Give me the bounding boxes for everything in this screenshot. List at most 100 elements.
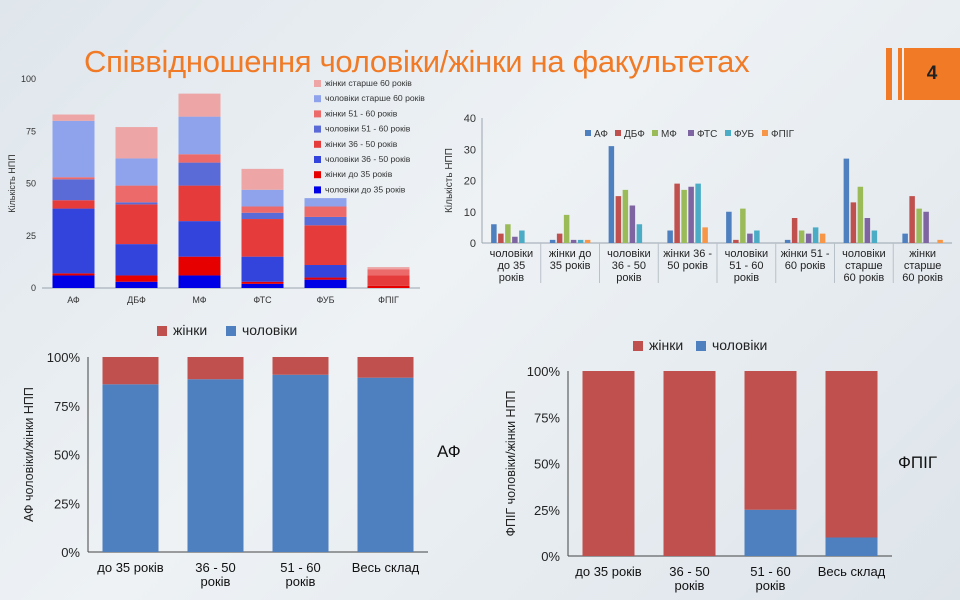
y-tick-label: 100% bbox=[527, 364, 561, 379]
bar-segment bbox=[178, 275, 221, 288]
bar bbox=[556, 233, 563, 243]
legend-label: чоловіки до 35 років bbox=[325, 184, 406, 194]
bar-segment bbox=[52, 114, 95, 121]
x-tick-label: до 35 років bbox=[575, 564, 642, 579]
bar-segment bbox=[178, 221, 221, 257]
legend-swatch bbox=[314, 140, 321, 148]
legend-swatch bbox=[157, 326, 167, 336]
legend-swatch bbox=[314, 95, 321, 103]
x-tick-label: 51 - 60 років bbox=[750, 564, 790, 593]
bar bbox=[850, 202, 857, 243]
legend-swatch bbox=[762, 130, 768, 136]
legend-label: чоловіки 36 - 50 років bbox=[325, 154, 411, 164]
bar-segment bbox=[825, 537, 878, 556]
bar bbox=[805, 233, 812, 243]
bar-segment bbox=[178, 185, 221, 222]
bar-segment bbox=[241, 189, 284, 207]
bar bbox=[784, 239, 791, 243]
legend-label: чоловіки старше 60 років bbox=[325, 93, 425, 103]
bar-segment bbox=[52, 177, 95, 180]
legend-swatch bbox=[696, 341, 706, 351]
bar-segment bbox=[115, 244, 158, 276]
bar bbox=[864, 218, 871, 243]
legend-swatch bbox=[633, 341, 643, 351]
accent-bar bbox=[886, 48, 892, 100]
bar bbox=[733, 239, 739, 243]
bar-segment bbox=[178, 162, 221, 186]
legend-label: чоловіки bbox=[712, 337, 767, 353]
x-tick-label: 36 - 50 років bbox=[195, 560, 235, 589]
bar-segment bbox=[115, 275, 158, 282]
legend-swatch bbox=[615, 130, 621, 136]
bar-segment bbox=[52, 120, 95, 178]
y-tick-label: 0 bbox=[470, 238, 476, 250]
y-tick-label: 50 bbox=[26, 179, 36, 189]
bar-segment bbox=[357, 357, 414, 378]
bar-segment bbox=[663, 371, 716, 556]
y-tick-label: 75% bbox=[54, 399, 80, 414]
y-tick-label: 75% bbox=[534, 410, 560, 425]
legend-label: ФУБ bbox=[734, 129, 755, 140]
legend-swatch bbox=[314, 186, 321, 194]
bar bbox=[622, 189, 629, 243]
bar-segment bbox=[582, 371, 635, 556]
bar-segment bbox=[367, 269, 410, 276]
x-tick-label: МФ bbox=[192, 295, 206, 305]
bar-segment bbox=[367, 285, 410, 288]
bar-segment bbox=[187, 379, 244, 552]
slide-title: Співвідношення чоловіки/жінки на факульт… bbox=[84, 44, 750, 79]
bar bbox=[549, 239, 556, 243]
legend-label: жінки bbox=[649, 337, 683, 353]
legend-label: жінки старше 60 років bbox=[325, 78, 412, 88]
y-tick-label: 25% bbox=[534, 503, 560, 518]
bar bbox=[819, 233, 826, 243]
bar bbox=[916, 208, 922, 243]
x-tick-label: Весь склад bbox=[818, 564, 886, 579]
bar-segment bbox=[241, 256, 284, 282]
bar bbox=[747, 233, 753, 243]
bar-segment bbox=[178, 93, 221, 117]
bar-segment bbox=[241, 206, 284, 213]
bar bbox=[629, 205, 636, 243]
bar bbox=[512, 236, 518, 243]
bar-segment bbox=[52, 208, 95, 274]
accent-bar bbox=[898, 48, 902, 100]
bar-segment bbox=[115, 204, 158, 245]
y-axis-label: Кількість НПП bbox=[444, 148, 455, 213]
bar-segment bbox=[304, 277, 347, 280]
bar-segment bbox=[304, 206, 347, 217]
bar-segment bbox=[52, 275, 95, 288]
y-tick-label: 0 bbox=[31, 283, 36, 293]
y-tick-label: 50% bbox=[534, 457, 560, 472]
bar bbox=[923, 211, 929, 243]
x-tick-label: чоловіки 51 - 60 років bbox=[725, 248, 769, 284]
x-tick-label: жінки 51 -60 років bbox=[781, 248, 830, 272]
bar bbox=[519, 230, 525, 243]
legend-label: АФ bbox=[594, 129, 608, 140]
x-tick-label: жінки 36 -50 років bbox=[663, 248, 712, 272]
legend-swatch bbox=[652, 130, 658, 136]
bar bbox=[726, 211, 732, 243]
bar-segment bbox=[178, 116, 221, 155]
legend-label: ФТС bbox=[697, 129, 717, 140]
bar bbox=[570, 239, 577, 243]
x-tick-label: ФПІГ bbox=[378, 295, 399, 305]
chart-side-label: АФ bbox=[437, 442, 461, 461]
bar bbox=[681, 189, 687, 243]
y-tick-label: 20 bbox=[464, 176, 476, 188]
bar-segment bbox=[241, 283, 284, 288]
bar bbox=[636, 224, 643, 243]
legend-swatch bbox=[314, 125, 321, 133]
bar bbox=[584, 239, 591, 243]
bar bbox=[857, 186, 864, 243]
bar bbox=[754, 230, 760, 243]
bar-segment bbox=[241, 219, 284, 257]
legend-swatch bbox=[585, 130, 591, 136]
legend-swatch bbox=[314, 110, 321, 118]
x-tick-label: чоловіки до 35 років bbox=[490, 248, 534, 284]
legend-label: ФПІГ bbox=[771, 129, 795, 140]
bar bbox=[498, 233, 504, 243]
legend-label: чоловіки bbox=[242, 322, 297, 338]
y-tick-label: 100% bbox=[47, 350, 81, 365]
